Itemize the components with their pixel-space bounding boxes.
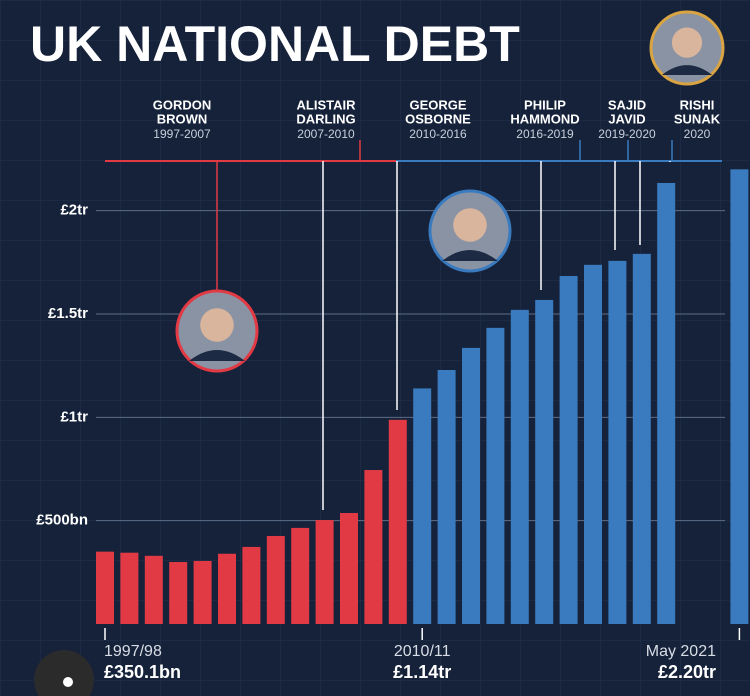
bar [218, 553, 236, 624]
portrait-body [189, 350, 245, 361]
bar [96, 551, 114, 624]
x-tick-label: 1997/98 [104, 643, 162, 660]
bar [266, 535, 285, 624]
bar [486, 327, 505, 624]
bar [413, 388, 432, 624]
bar [144, 555, 163, 624]
bar [608, 260, 627, 624]
bar [315, 520, 334, 624]
chancellor-name: PHILIP [524, 97, 566, 112]
chancellor-years: 2020 [684, 127, 711, 141]
chancellor-name: HAMMOND [510, 111, 579, 126]
portrait-head [671, 27, 703, 58]
value-label: £350.1bn [104, 662, 181, 682]
x-tick-label: May 2021 [646, 643, 716, 660]
chancellor-name: BROWN [157, 111, 208, 126]
lens-icon [34, 650, 94, 696]
lens-icon-dot [63, 677, 73, 687]
portrait-head [453, 208, 487, 242]
bar [340, 513, 358, 624]
y-tick-label: £1tr [60, 408, 88, 425]
chancellor-name: OSBORNE [405, 111, 471, 126]
chancellor-name: RISHI [680, 97, 715, 112]
y-tick-label: £1.5tr [48, 305, 88, 322]
chancellor-years: 2007-2010 [297, 127, 355, 141]
chancellor-years: 2010-2016 [409, 127, 467, 141]
bar [632, 253, 651, 625]
bar [462, 347, 480, 624]
bar [584, 264, 602, 624]
chancellor-years: 1997-2007 [153, 127, 211, 141]
bar [535, 299, 554, 624]
bar [437, 370, 456, 624]
chancellor-years: 2019-2020 [598, 127, 656, 141]
value-label: £2.20tr [658, 662, 716, 682]
portrait-head [200, 308, 234, 342]
chancellor-name: SUNAK [674, 111, 721, 126]
bar [242, 546, 261, 624]
bar [559, 275, 578, 624]
y-tick-label: £2tr [60, 202, 88, 219]
chancellor-name: SAJID [608, 97, 646, 112]
chancellor-years: 2016-2019 [516, 127, 574, 141]
bar [730, 169, 749, 625]
bar [291, 527, 310, 624]
bar [388, 419, 407, 624]
chancellor-name: ALISTAIR [297, 97, 357, 112]
x-tick-label: 2010/11 [394, 643, 451, 660]
portrait-body [661, 65, 713, 75]
portrait-body [442, 250, 498, 261]
chancellor-name: JAVID [608, 111, 645, 126]
chart-title: UK NATIONAL DEBT [30, 16, 520, 72]
bar [657, 182, 676, 624]
value-label: £1.14tr [393, 662, 451, 682]
bar [120, 552, 139, 624]
bar [364, 470, 383, 624]
bar [169, 562, 188, 624]
chancellor-name: GEORGE [409, 97, 466, 112]
bar [510, 309, 529, 624]
chancellor-name: GORDON [153, 97, 212, 112]
y-tick-label: £500bn [36, 512, 88, 529]
chancellor-name: DARLING [296, 111, 355, 126]
bar [193, 560, 212, 624]
